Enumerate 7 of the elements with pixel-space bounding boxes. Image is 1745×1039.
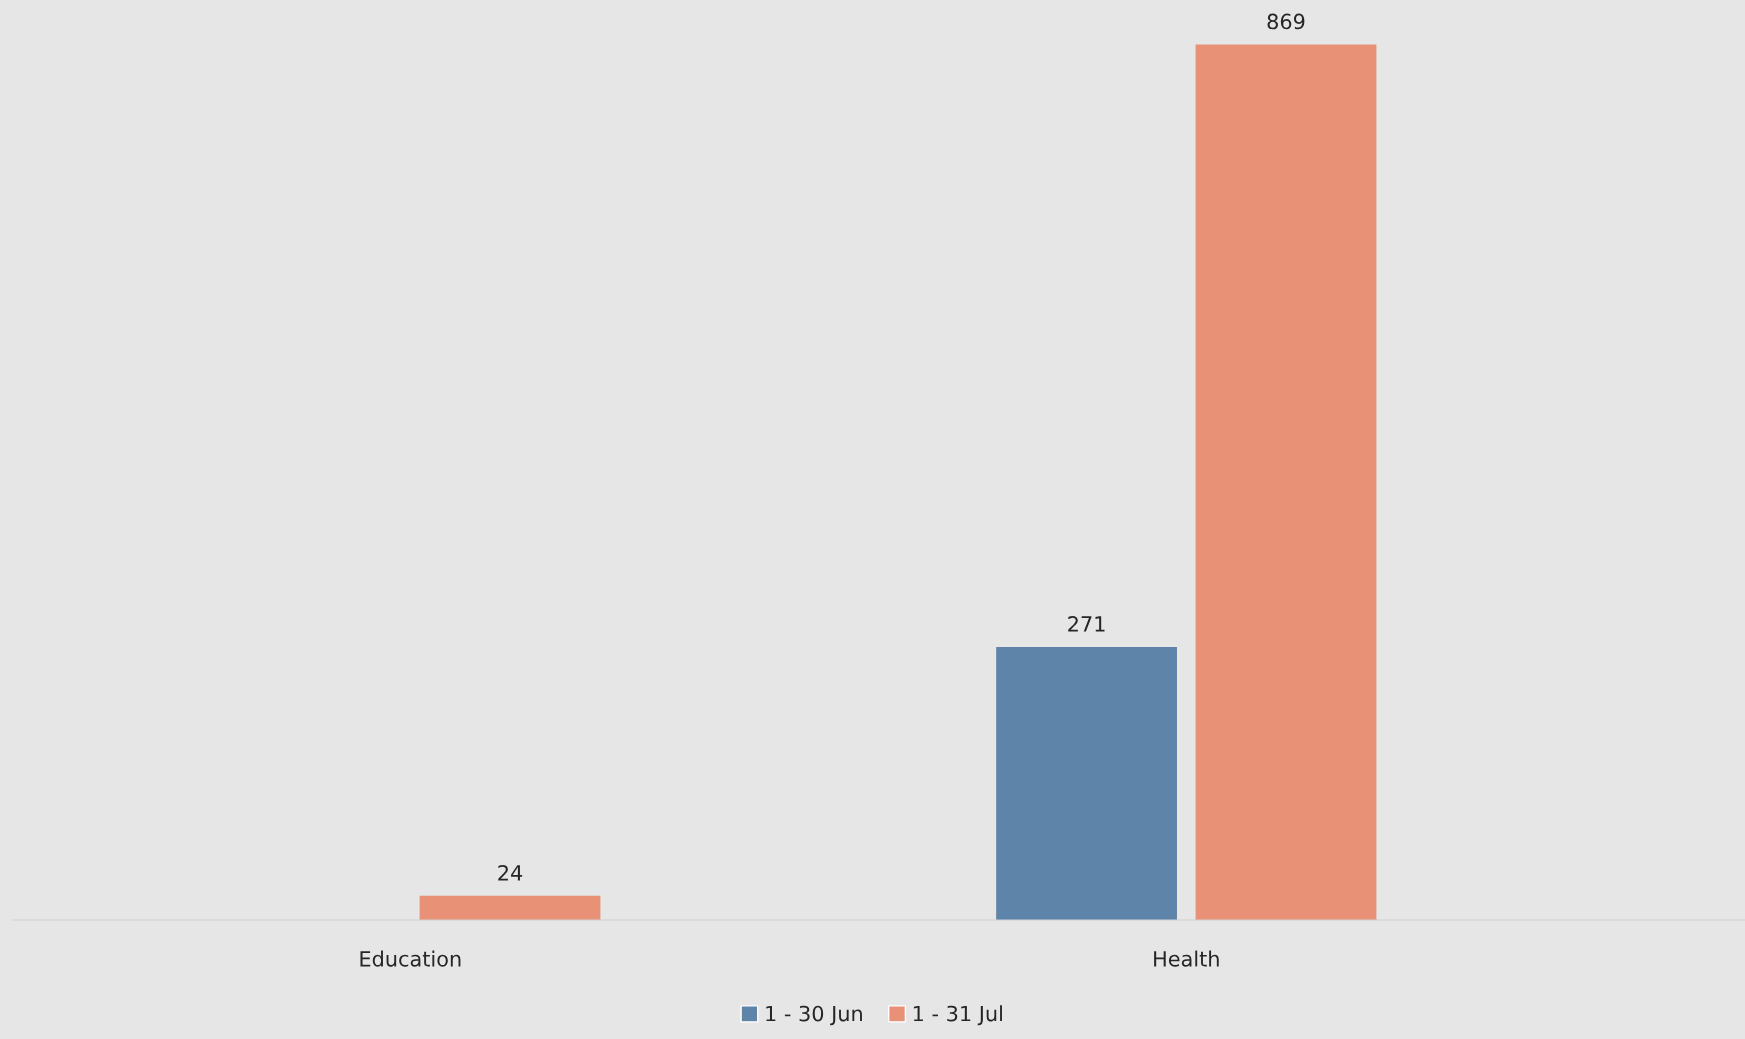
- legend-label: 1 - 31 Jul: [913, 1005, 1002, 1026]
- data-label: 271: [1068, 616, 1105, 632]
- x-tick-label: Education: [360, 950, 461, 967]
- data-label: 869: [1267, 13, 1305, 30]
- legend-label: 1 - 30 Jun: [766, 1005, 862, 1026]
- x-tick-label: Health: [1154, 950, 1219, 967]
- data-label: 24: [498, 864, 523, 881]
